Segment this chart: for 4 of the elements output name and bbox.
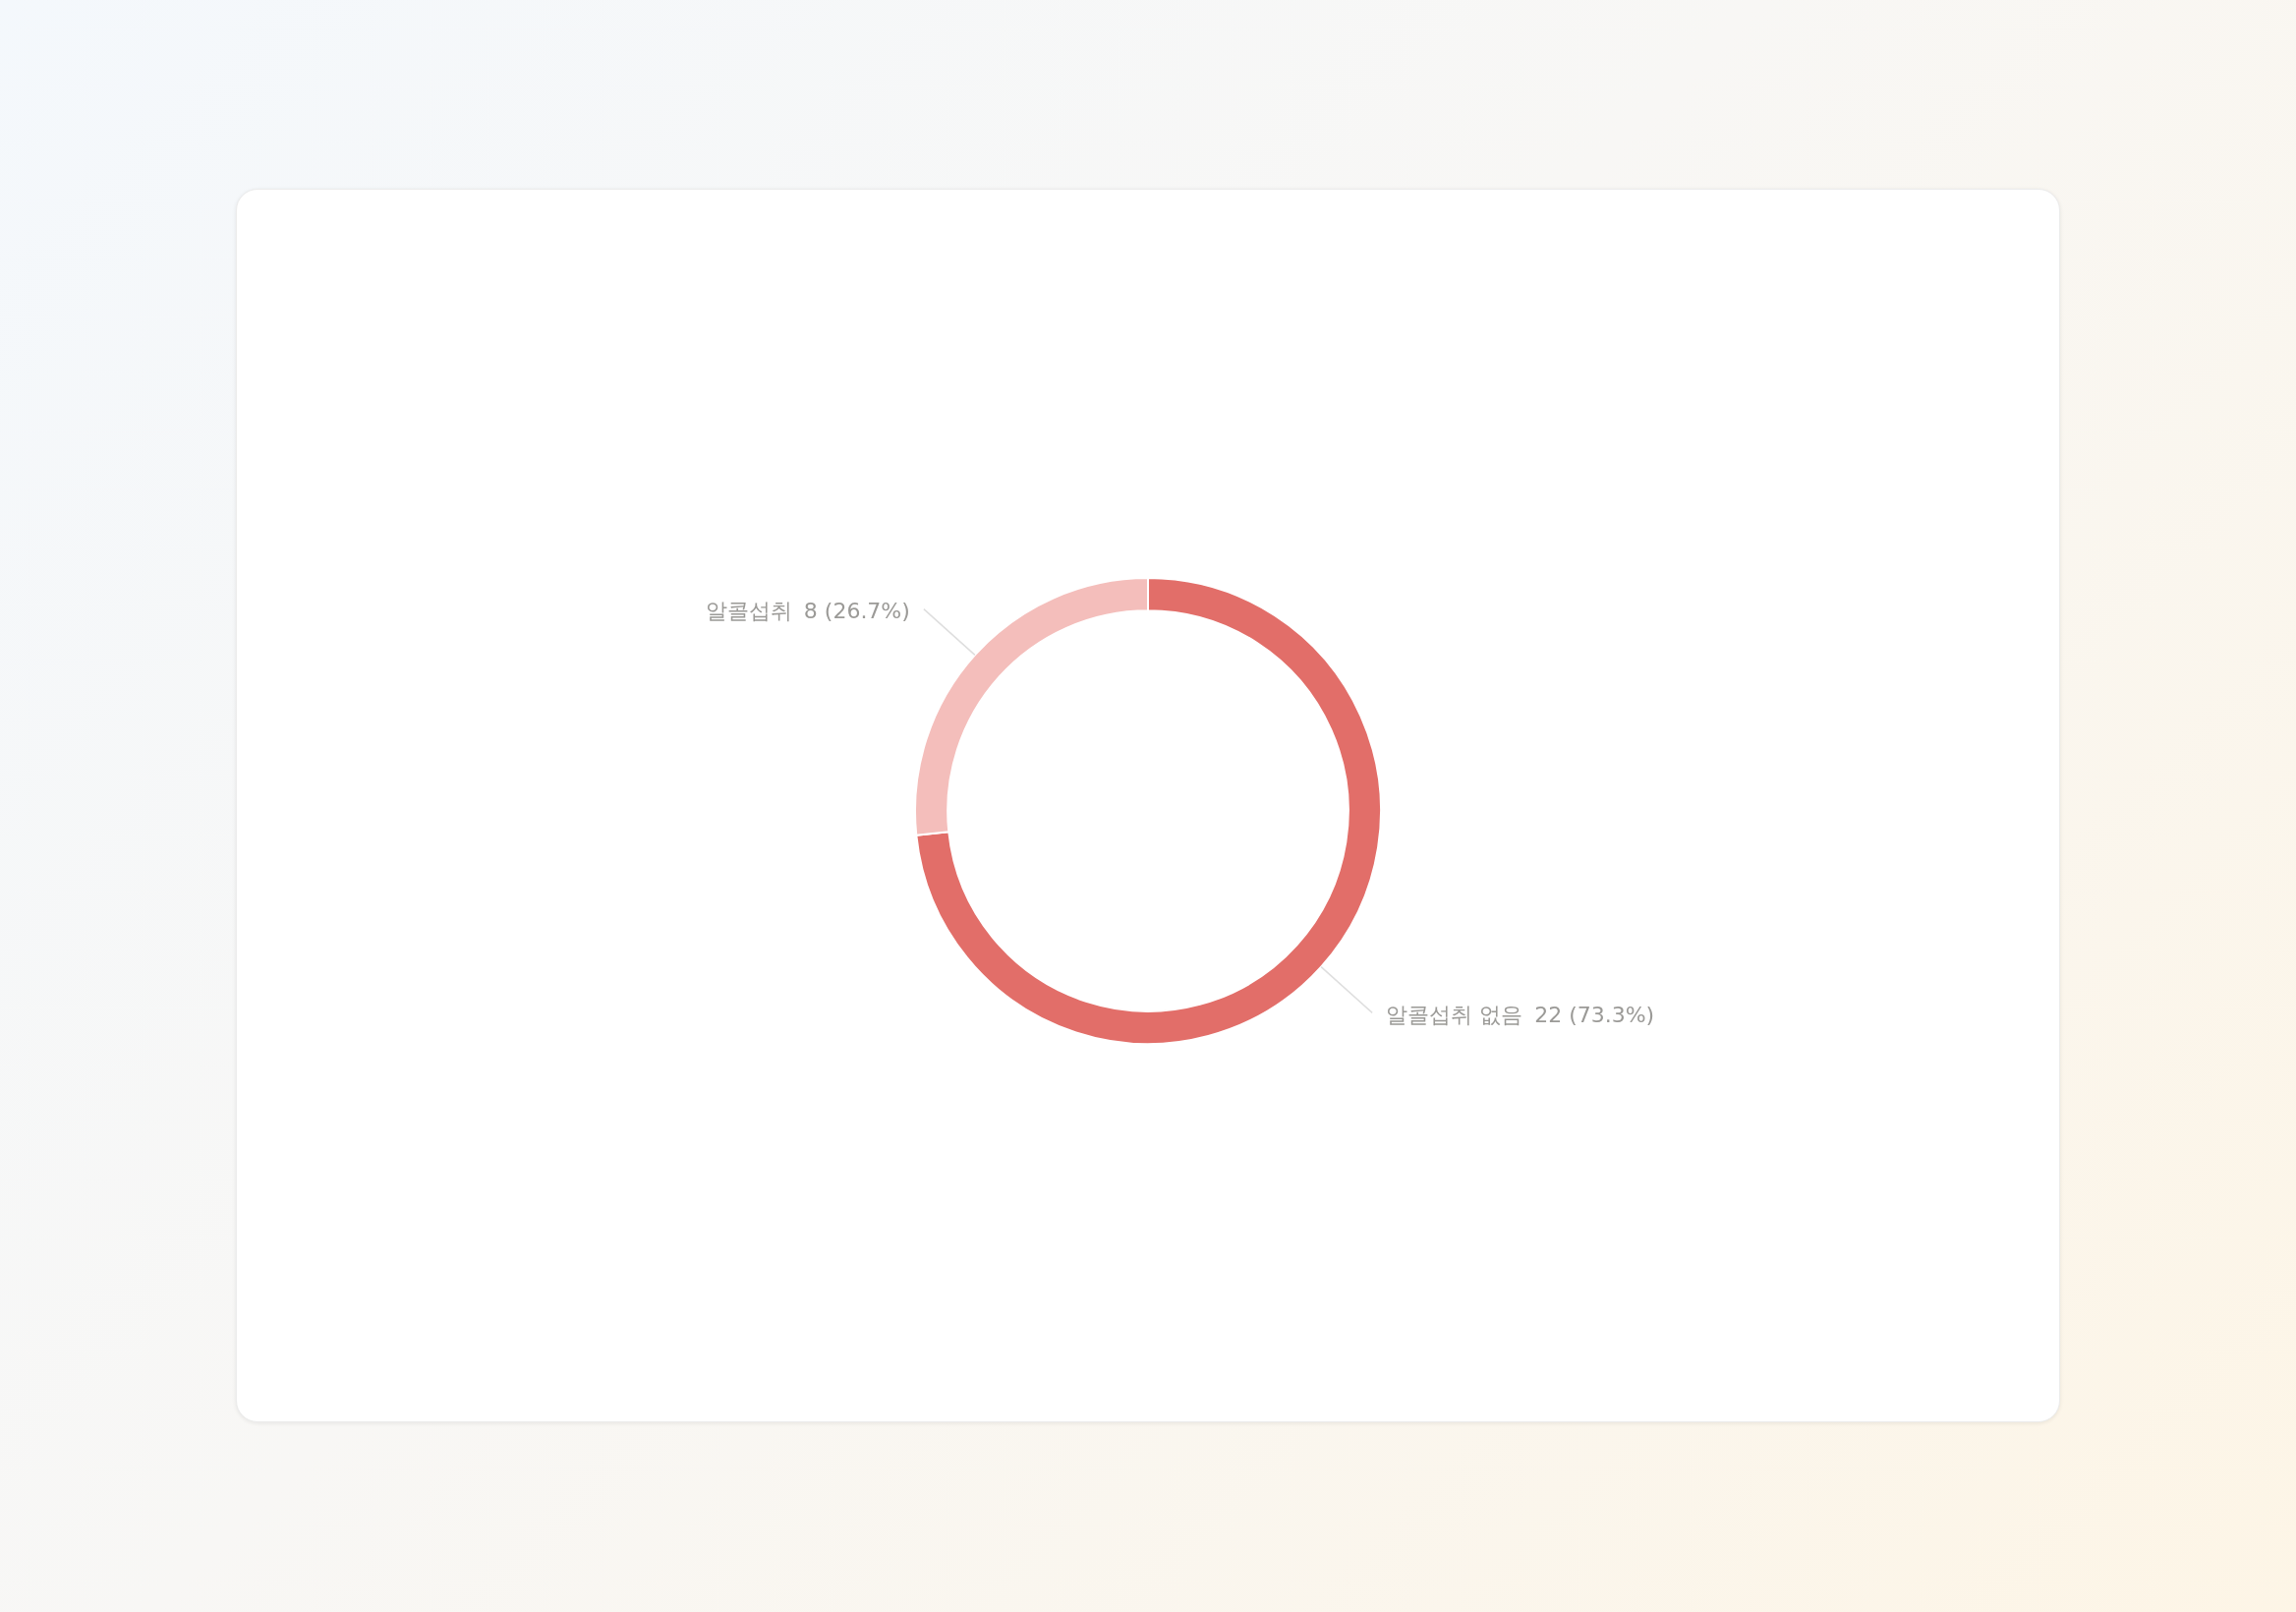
data-label: 8 (26.7%) bbox=[803, 599, 910, 624]
slice-label: 알콜섭취 bbox=[705, 599, 792, 624]
slice-label: 알콜섭취 없음 bbox=[1386, 1003, 1523, 1028]
data-label: 22 (73.3%) bbox=[1534, 1003, 1655, 1028]
